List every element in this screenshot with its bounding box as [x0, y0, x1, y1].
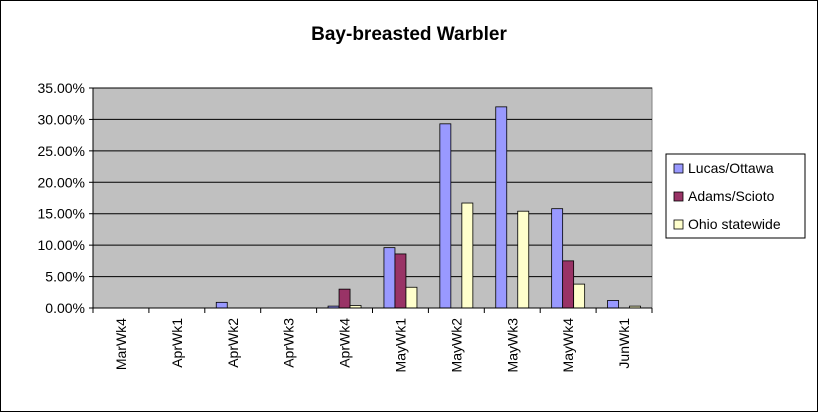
legend-swatch [673, 163, 684, 174]
x-tick-label: MayWk3 [504, 318, 520, 373]
bar-adams-scioto-aprwk4 [338, 288, 351, 309]
x-tick-label: MayWk4 [560, 318, 576, 373]
bar-adams-scioto-maywk4 [562, 260, 575, 309]
y-tick-label: 0.00% [45, 300, 85, 316]
legend-label: Ohio statewide [688, 216, 781, 232]
y-tick-label: 35.00% [38, 80, 85, 96]
bar-lucas-ottawa-maywk3 [495, 106, 508, 309]
bar-ohio-statewide-maywk1 [405, 286, 418, 309]
y-tick-label: 20.00% [38, 174, 85, 190]
legend-box [665, 153, 806, 239]
legend-label: Lucas/Ottawa [688, 160, 774, 176]
x-tick-label: MarWk4 [113, 318, 129, 370]
x-tick-label: AprWk2 [225, 318, 241, 368]
y-tick-label: 5.00% [45, 269, 85, 285]
bar-lucas-ottawa-aprwk2 [215, 301, 228, 309]
x-tick-label: MayWk2 [448, 318, 464, 373]
x-tick-label: AprWk3 [281, 318, 297, 368]
chart-title: Bay-breasted Warbler [311, 24, 507, 45]
x-tick-label: JunWk1 [616, 318, 632, 369]
gridlines [93, 87, 652, 278]
bar-lucas-ottawa-maywk1 [383, 247, 396, 309]
bar-lucas-ottawa-maywk2 [439, 123, 452, 309]
bar-ohio-statewide-maywk3 [517, 210, 530, 309]
y-axis-ticks: 0.00% 5.00% 10.00% 15.00% 20.00% 25.00% 30.00%… [38, 80, 93, 316]
legend-label: Adams/Scioto [688, 188, 775, 204]
y-tick-label: 25.00% [38, 143, 85, 159]
bar-ohio-statewide-maywk4 [573, 283, 586, 309]
y-tick-label: 10.00% [38, 237, 85, 253]
x-tick-label: MayWk1 [392, 318, 408, 373]
x-tick-label: AprWk4 [337, 318, 353, 368]
bar-adams-scioto-maywk1 [394, 253, 407, 309]
bar-lucas-ottawa-junwk1 [607, 300, 619, 309]
legend-swatch [673, 191, 684, 202]
x-axis-ticks: MarWk4 AprWk1 AprWk2 AprWk3 AprWk4 MayWk1 MayW… [92, 308, 653, 373]
legend-swatch [673, 219, 684, 230]
y-tick-label: 30.00% [38, 111, 85, 127]
bar-ohio-statewide-maywk2 [461, 202, 474, 309]
legend: Lucas/Ottawa Adams/Scioto Ohio statewide [665, 153, 806, 239]
y-tick-label: 15.00% [38, 206, 85, 222]
bar-lucas-ottawa-maywk4 [551, 208, 564, 309]
x-tick-label: AprWk1 [169, 318, 185, 368]
